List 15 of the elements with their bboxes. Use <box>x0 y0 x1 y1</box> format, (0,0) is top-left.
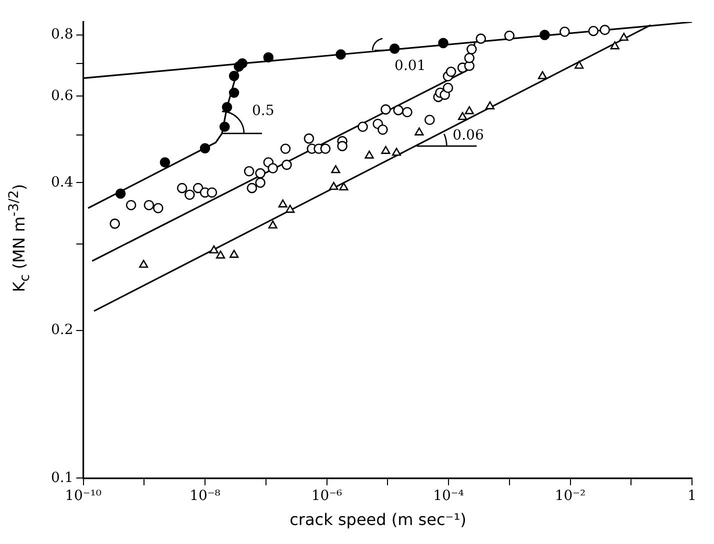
x-axis-title: crack speed (m sec⁻¹) <box>288 510 468 529</box>
x-tick-label: 10⁻⁶ <box>311 488 343 504</box>
annotation: 0.5 <box>252 103 274 120</box>
annotation: 0.06 <box>452 128 484 144</box>
y-tick-label: 0.4 <box>51 174 74 190</box>
y-tick-label: 0.8 <box>51 26 74 43</box>
y-tick-label: 0.2 <box>51 322 74 338</box>
annotation: 0.01 <box>394 58 426 74</box>
y-tick-label: 0.6 <box>51 88 74 104</box>
x-tick-label: 10⁻² <box>554 488 586 504</box>
x-tick-label: 1 <box>688 488 696 504</box>
x-tick-label: 10⁻⁴ <box>433 488 464 504</box>
x-tick-label: 10⁻¹⁰ <box>65 488 102 504</box>
y-tick-label: 0.1 <box>51 470 74 486</box>
x-tick-label: 10⁻⁸ <box>190 488 221 504</box>
